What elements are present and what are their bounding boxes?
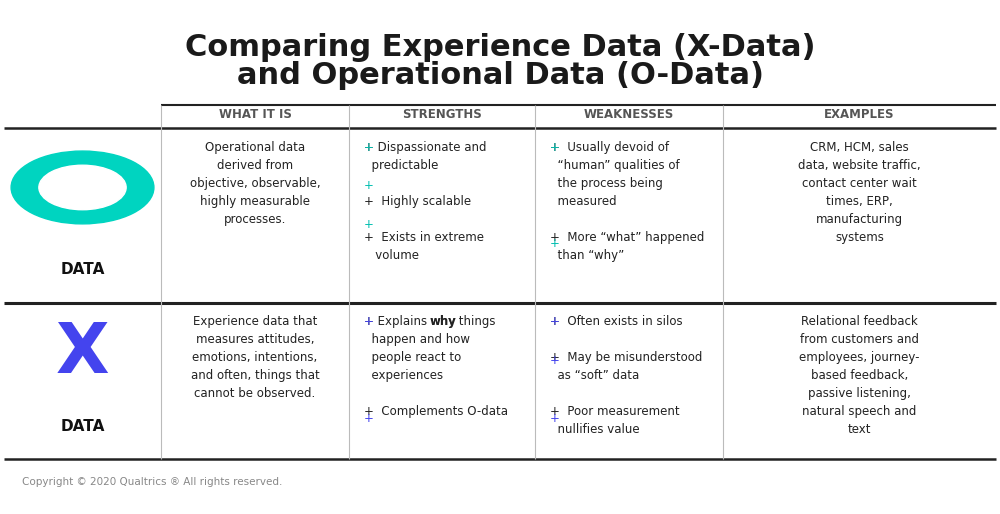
Text: +: + (364, 141, 374, 154)
Text: +  Often exists in silos

+  May be misunderstood
  as “soft” data

+  Poor meas: + Often exists in silos + May be misunde… (550, 315, 702, 436)
Text: Comparing Experience Data (X-Data): Comparing Experience Data (X-Data) (185, 33, 815, 62)
Text: Operational data
derived from
objective, observable,
highly measurable
processes: Operational data derived from objective,… (190, 141, 320, 226)
Text: +: + (550, 237, 559, 250)
Text: why: why (430, 315, 456, 328)
Text: Copyright © 2020 Qualtrics ® All rights reserved.: Copyright © 2020 Qualtrics ® All rights … (22, 477, 282, 487)
Text: Experience data that
measures attitudes,
emotions, intentions,
and often, things: Experience data that measures attitudes,… (191, 315, 319, 400)
Text: +: + (550, 141, 559, 154)
Text: +: + (550, 315, 559, 328)
Text: EXAMPLES: EXAMPLES (824, 107, 895, 121)
Text: DATA: DATA (60, 262, 105, 277)
Text: WEAKNESSES: WEAKNESSES (584, 107, 674, 121)
Text: +: + (550, 354, 559, 367)
Text: +: + (550, 412, 559, 425)
Text: X: X (56, 320, 109, 387)
Text: +: + (364, 412, 374, 425)
Circle shape (11, 151, 154, 224)
Text: and Operational Data (O-Data): and Operational Data (O-Data) (237, 62, 764, 90)
Circle shape (39, 165, 126, 210)
Text: + Explains why things
  happen and how
  people react to
  experiences

+  Compl: + Explains why things happen and how peo… (364, 315, 508, 418)
Text: +: + (364, 315, 374, 328)
Text: +: + (364, 179, 374, 192)
Text: Relational feedback
from customers and
employees, journey-
based feedback,
passi: Relational feedback from customers and e… (799, 315, 920, 436)
Text: DATA: DATA (60, 419, 105, 434)
Text: + Dispassionate and
  predictable

+  Highly scalable

+  Exists in extreme
   v: + Dispassionate and predictable + Highly… (364, 141, 487, 262)
Text: CRM, HCM, sales
data, website traffic,
contact center wait
times, ERP,
manufactu: CRM, HCM, sales data, website traffic, c… (798, 141, 921, 244)
Text: WHAT IT IS: WHAT IT IS (219, 107, 291, 121)
Text: +: + (364, 218, 374, 231)
Text: STRENGTHS: STRENGTHS (402, 107, 482, 121)
Text: +  Usually devoid of
  “human” qualities of
  the process being
  measured

+  M: + Usually devoid of “human” qualities of… (550, 141, 704, 262)
